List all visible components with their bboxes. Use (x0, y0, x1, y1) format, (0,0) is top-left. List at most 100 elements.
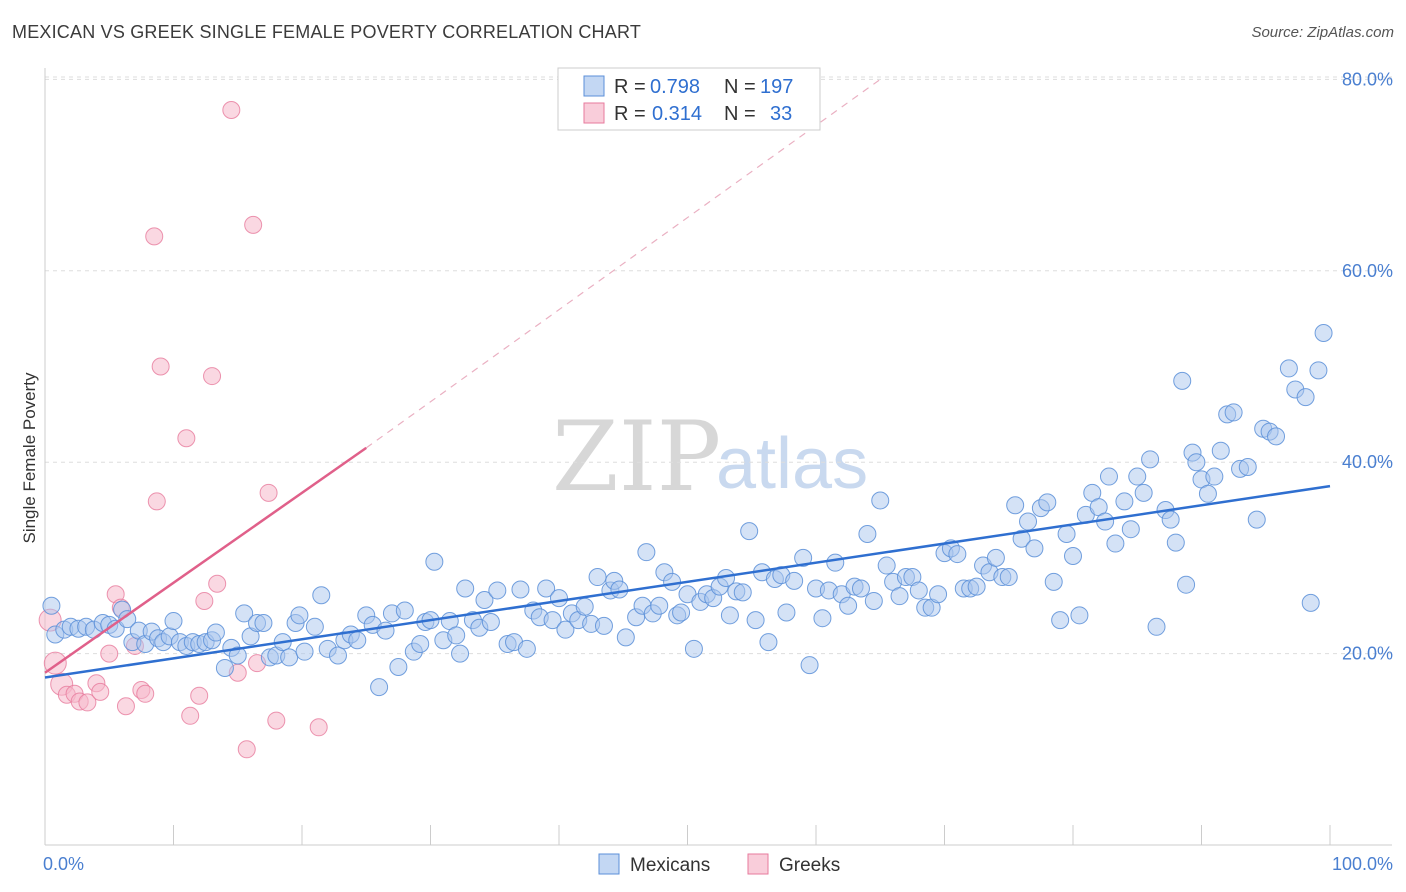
mexicans-point-169 (1128, 467, 1147, 486)
mexicans-point-69 (488, 581, 507, 600)
mexicans-point-27 (215, 658, 234, 677)
greeks-point-17 (147, 492, 166, 511)
mexicans-point-78 (550, 589, 568, 608)
mexicans-point-37 (280, 648, 299, 667)
mexicans-point-194 (1296, 388, 1315, 407)
x-tick-label-1: 100.0% (1332, 854, 1393, 874)
y-tick-label-1: 40.0% (1342, 452, 1393, 472)
mexicans-point-115 (777, 603, 796, 622)
watermark-atlas: atlas (716, 424, 868, 504)
mexicans-point-165 (1099, 467, 1118, 486)
mexicans-point-158 (1057, 524, 1076, 543)
mexicans-point-39 (290, 606, 309, 625)
greeks-point-18 (151, 357, 170, 376)
mexicans-point-181 (1198, 484, 1217, 503)
mexicans-point-84 (588, 568, 607, 587)
mexicans-point-196 (1309, 361, 1328, 380)
mexicans-point-191 (1267, 427, 1286, 446)
greeks-point-9 (100, 644, 119, 663)
mexicans-point-26 (206, 623, 225, 642)
mexicans-point-42 (312, 586, 331, 605)
mexicans-point-171 (1141, 450, 1160, 469)
greeks-point-20 (181, 706, 200, 725)
x-tick-labels: 0.0% 100.0% (43, 854, 1393, 874)
legend-n-label-greeks: N = (724, 103, 756, 125)
mexicans-point-147 (986, 548, 1005, 567)
legend-r-label-mexicans: R = (614, 76, 646, 98)
mexicans-point-73 (517, 639, 536, 658)
greeks-point-24 (208, 574, 227, 593)
mexicans-point-127 (858, 524, 877, 543)
x-tick-label-0: 0.0% (43, 854, 84, 874)
y-tick-labels: 20.0% 40.0% 60.0% 80.0% (1342, 69, 1393, 663)
greeks-point-21 (190, 686, 209, 705)
bottom-legend-swatch-greeks (747, 853, 769, 875)
greeks-point-28 (244, 215, 263, 234)
legend-r-value-greeks: 0.314 (652, 103, 702, 125)
mexicans-point-132 (890, 587, 909, 606)
mexicans-point-167 (1115, 492, 1134, 511)
gridlines (45, 76, 1392, 655)
mexicans-point-62 (447, 626, 466, 645)
mexicans-point-11 (118, 610, 137, 629)
mexicans-point-85 (594, 616, 613, 635)
mexicans-trendline (44, 484, 1331, 679)
mexicans-point-98 (672, 603, 691, 622)
mexicans-point-156 (1044, 572, 1063, 591)
mexicans-point-149 (999, 568, 1018, 587)
mexicans-point-128 (864, 591, 883, 610)
mexicans-point-40 (295, 642, 314, 661)
watermark: ZIP atlas (552, 401, 868, 513)
greeks-point-16 (145, 227, 164, 246)
mexicans-point-182 (1205, 467, 1224, 486)
mexicans-point-112 (759, 633, 778, 652)
greeks-point-27 (237, 740, 256, 759)
mexicans-point-110 (746, 611, 765, 630)
mexicans-point-192 (1279, 359, 1298, 378)
mexicans-point-19 (164, 612, 183, 631)
greeks-trendline (44, 446, 367, 674)
top-legend: R = 0.798 N = 197 R = 0.314 N = 33 (557, 67, 821, 131)
mexicans-point-59 (425, 552, 444, 571)
legend-n-value-mexicans: 197 (760, 76, 793, 98)
mexicans-point-54 (395, 601, 414, 620)
greeks-point-31 (267, 711, 286, 730)
mexicans-point-168 (1121, 520, 1140, 539)
mexicans-point-188 (1247, 510, 1266, 529)
legend-n-label-mexicans: N = (724, 76, 756, 98)
mexicans-point-150 (1006, 496, 1025, 515)
greeks-point-32 (309, 718, 328, 737)
greeks-point-15 (136, 684, 155, 703)
mexicans-point-64 (456, 579, 475, 598)
mexicans-point-63 (451, 644, 470, 663)
y-axis-label: Single Female Poverty (20, 372, 39, 544)
mexicans-point-29 (228, 646, 247, 665)
mexicans-point-138 (929, 585, 948, 604)
mexicans-point-44 (328, 646, 347, 665)
greeks-point-6 (78, 693, 97, 712)
watermark-zip: ZIP (552, 401, 721, 513)
mexicans-point-50 (370, 678, 389, 697)
mexicans-point-68 (481, 613, 500, 632)
mexicans-point-100 (684, 639, 703, 658)
chart-source: Source: ZipAtlas.com (1251, 24, 1394, 41)
mexicans-point-175 (1166, 533, 1185, 552)
mexicans-point-77 (543, 611, 562, 630)
mexicans-point-170 (1134, 483, 1153, 502)
greeks-point-25 (222, 101, 241, 120)
mexicans-point-160 (1070, 606, 1089, 625)
mexicans-point-152 (1019, 512, 1038, 531)
mexicans-point-197 (1314, 324, 1333, 343)
legend-swatch-greeks (583, 102, 605, 124)
mexicans-point-144 (967, 577, 986, 596)
y-tick-label-3: 80.0% (1342, 69, 1393, 89)
bottom-legend-mexicans: Mexicans (630, 855, 710, 876)
greeks-point-30 (259, 483, 278, 502)
mexicans-point-53 (389, 657, 408, 676)
mexicans-point-153 (1025, 539, 1044, 558)
mexicans-point-135 (909, 581, 928, 600)
bottom-legend: Mexicans Greeks (598, 853, 840, 876)
greeks-point-19 (177, 429, 196, 448)
mexicans-point-177 (1177, 575, 1196, 594)
mexicans-point-120 (813, 609, 832, 628)
